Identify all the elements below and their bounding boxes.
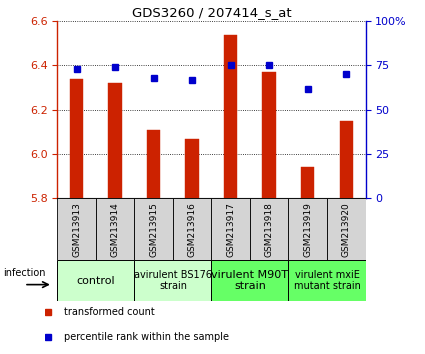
Text: GSM213915: GSM213915: [149, 202, 158, 257]
Bar: [134, 198, 173, 260]
Title: GDS3260 / 207414_s_at: GDS3260 / 207414_s_at: [132, 6, 291, 19]
Bar: [173, 198, 211, 260]
Bar: [147, 130, 160, 198]
Bar: [301, 167, 314, 198]
Text: GSM213914: GSM213914: [110, 202, 120, 257]
Bar: [134, 260, 211, 301]
Text: GSM213919: GSM213919: [303, 202, 312, 257]
Text: virulent M90T
strain: virulent M90T strain: [212, 270, 289, 291]
Bar: [289, 198, 327, 260]
Bar: [108, 83, 122, 198]
Text: virulent mxiE
mutant strain: virulent mxiE mutant strain: [294, 270, 360, 291]
Text: GSM213918: GSM213918: [265, 202, 274, 257]
Bar: [96, 198, 134, 260]
Bar: [185, 138, 199, 198]
Text: percentile rank within the sample: percentile rank within the sample: [64, 332, 229, 342]
Text: infection: infection: [3, 268, 45, 278]
Bar: [340, 121, 353, 198]
Text: control: control: [76, 275, 115, 286]
Text: transformed count: transformed count: [64, 307, 155, 317]
Bar: [57, 198, 96, 260]
Bar: [289, 260, 366, 301]
Bar: [327, 198, 366, 260]
Bar: [211, 198, 250, 260]
Bar: [263, 72, 276, 198]
Bar: [57, 260, 134, 301]
Bar: [224, 34, 238, 198]
Text: GSM213916: GSM213916: [188, 202, 197, 257]
Text: GSM213920: GSM213920: [342, 202, 351, 257]
Text: GSM213913: GSM213913: [72, 202, 81, 257]
Bar: [211, 260, 289, 301]
Bar: [250, 198, 289, 260]
Text: GSM213917: GSM213917: [226, 202, 235, 257]
Text: avirulent BS176
strain: avirulent BS176 strain: [134, 270, 212, 291]
Bar: [70, 79, 83, 198]
